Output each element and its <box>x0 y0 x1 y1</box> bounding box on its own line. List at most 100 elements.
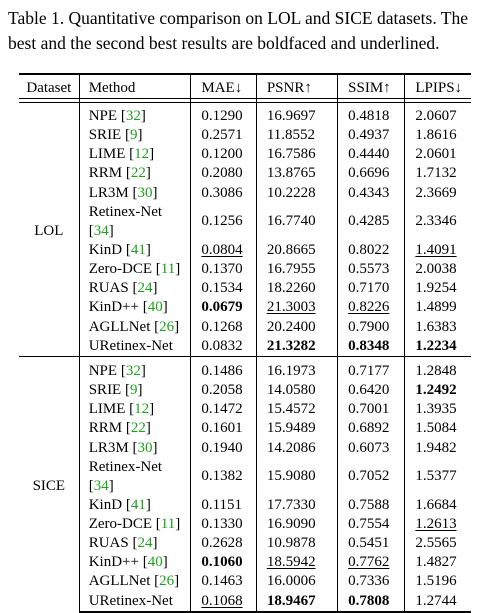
lpips-value: 1.5196 <box>415 573 457 590</box>
header-ssim: SSIM↑ <box>337 73 405 103</box>
header-mae: MAE↓ <box>190 73 257 103</box>
group-lol: LOL NPE [32] 0.1290 16.9697 0.4818 2.0607 SRIE… <box>19 102 471 357</box>
lpips-value: 1.4091 <box>415 241 457 258</box>
ssim-value: 0.4285 <box>348 213 390 230</box>
group-sice: SICE NPE [32] 0.1486 16.1973 0.7177 1.2848 SRI… <box>19 355 471 613</box>
citation-ref: 34 <box>93 477 109 494</box>
lpips-cell: 1.4899 <box>404 298 471 318</box>
lpips-cell: 2.0607 <box>404 102 471 126</box>
psnr-value: 16.0006 <box>266 573 316 590</box>
table-row: KinD [41] 0.0804 20.8665 0.8022 1.4091 <box>19 240 471 260</box>
dataset-label: LOL <box>34 222 64 239</box>
psnr-value: 16.9697 <box>266 108 316 124</box>
method-name: URetinex-Net <box>88 592 173 609</box>
method-cell: LIME [12] <box>78 145 191 165</box>
table-row: LIME [12] 0.1472 15.4572 0.7001 1.3935 <box>19 400 471 420</box>
table-row: RRM [22] 0.2080 13.8765 0.6696 1.7132 <box>19 164 471 184</box>
mae-value: 0.2571 <box>201 127 243 144</box>
citation-ref: 24 <box>137 535 153 552</box>
table-row: Zero-DCE [11] 0.1370 16.7955 0.5573 2.0038 <box>19 259 471 280</box>
lpips-value: 1.2744 <box>415 592 457 609</box>
table-row: RRM [22] 0.1601 15.9489 0.6892 1.5084 <box>19 419 471 439</box>
lpips-cell: 1.6684 <box>404 495 471 515</box>
method-cell: NPE [32] <box>78 102 191 126</box>
psnr-cell: 10.2228 <box>255 183 338 203</box>
mae-value: 0.1472 <box>201 401 243 418</box>
ssim-value: 0.7808 <box>348 592 390 609</box>
method-name: Retinex-Net <box>88 458 163 475</box>
method-cell: RUAS [24] <box>78 279 191 299</box>
ssim-value: 0.7900 <box>348 318 390 335</box>
method-cell: SRIE [9] <box>78 126 191 146</box>
table-row: RUAS [24] 0.1534 18.2260 0.7170 1.9254 <box>19 279 471 299</box>
citation-ref: 32 <box>125 362 141 379</box>
ssim-cell: 0.4818 <box>337 102 405 126</box>
ssim-cell: 0.8226 <box>337 298 405 318</box>
lpips-value: 1.5377 <box>415 468 457 485</box>
table-row: AGLLNet [26] 0.1463 16.0006 0.7336 1.5196 <box>19 572 471 592</box>
ssim-value: 0.6073 <box>348 439 390 456</box>
psnr-value: 21.3282 <box>266 337 316 354</box>
lpips-value: 2.3346 <box>415 213 457 230</box>
lpips-value: 1.6383 <box>415 318 457 335</box>
ssim-value: 0.5573 <box>348 261 390 278</box>
table-row: SRIE [9] 0.2058 14.0580 0.6420 1.2492 <box>19 380 471 401</box>
lpips-cell: 1.2613 <box>404 514 471 534</box>
mae-cell: 0.1200 <box>190 145 257 165</box>
lpips-cell: 1.5084 <box>404 419 471 439</box>
method-cell: KinD++ [40] <box>78 553 191 573</box>
ssim-value: 0.7177 <box>348 362 390 379</box>
ssim-cell: 0.5573 <box>337 259 405 280</box>
ssim-value: 0.5451 <box>348 535 390 552</box>
mae-value: 0.1463 <box>201 573 243 590</box>
mae-cell: 0.1268 <box>190 317 257 337</box>
mae-value: 0.1382 <box>201 468 243 485</box>
psnr-cell: 16.0006 <box>255 572 338 592</box>
lpips-value: 2.3669 <box>415 184 457 201</box>
lpips-value: 1.9254 <box>415 280 457 297</box>
lpips-cell: 1.2848 <box>404 355 471 381</box>
citation-ref: 40 <box>147 299 163 316</box>
lpips-cell: 1.5377 <box>404 457 471 496</box>
lpips-cell: 2.3346 <box>404 202 471 241</box>
mae-cell: 0.1060 <box>190 553 257 573</box>
mae-cell: 0.1290 <box>190 102 257 126</box>
lpips-cell: 1.7132 <box>404 164 471 184</box>
method-cell: NPE [32] <box>78 355 191 381</box>
method-cell: KinD++ [40] <box>78 298 191 318</box>
citation-ref: 30 <box>137 439 153 456</box>
citation-ref: 22 <box>130 165 146 182</box>
ssim-cell: 0.7001 <box>337 400 405 420</box>
ssim-value: 0.7052 <box>348 468 390 485</box>
mae-cell: 0.1601 <box>190 419 257 439</box>
table-row: LR3M [30] 0.1940 14.2086 0.6073 1.9482 <box>19 438 471 458</box>
citation-ref: 26 <box>159 573 175 590</box>
mae-value: 0.1151 <box>201 496 243 513</box>
psnr-cell: 21.3003 <box>255 298 338 318</box>
mae-cell: 0.1330 <box>190 514 257 534</box>
ssim-cell: 0.7336 <box>337 572 405 592</box>
psnr-value: 16.1973 <box>266 362 316 379</box>
psnr-value: 18.9467 <box>266 592 316 609</box>
method-name: RUAS <box>88 280 129 297</box>
mae-value: 0.1534 <box>201 280 243 297</box>
method-cell: RUAS [24] <box>78 534 191 554</box>
method-cell: Zero-DCE [11] <box>78 259 191 280</box>
lpips-cell: 1.4827 <box>404 553 471 573</box>
citation-ref: 9 <box>129 381 138 398</box>
lpips-cell: 2.0601 <box>404 145 471 165</box>
psnr-cell: 16.7586 <box>255 145 338 165</box>
mae-value: 0.1940 <box>201 439 243 456</box>
method-cell: URetinex-Net <box>78 336 191 357</box>
mae-cell: 0.1486 <box>190 355 257 381</box>
lpips-value: 1.2492 <box>415 381 457 398</box>
citation-ref: 26 <box>159 318 175 335</box>
psnr-value: 14.0580 <box>266 381 316 398</box>
ssim-value: 0.6696 <box>348 165 390 182</box>
ssim-cell: 0.6892 <box>337 419 405 439</box>
lpips-cell: 1.5196 <box>404 572 471 592</box>
mae-value: 0.2628 <box>201 535 243 552</box>
psnr-cell: 14.0580 <box>255 380 338 401</box>
method-name: Retinex-Net <box>88 203 163 220</box>
table-row: Retinex-Net [34] 0.1256 16.7740 0.4285 2.334… <box>19 202 471 241</box>
